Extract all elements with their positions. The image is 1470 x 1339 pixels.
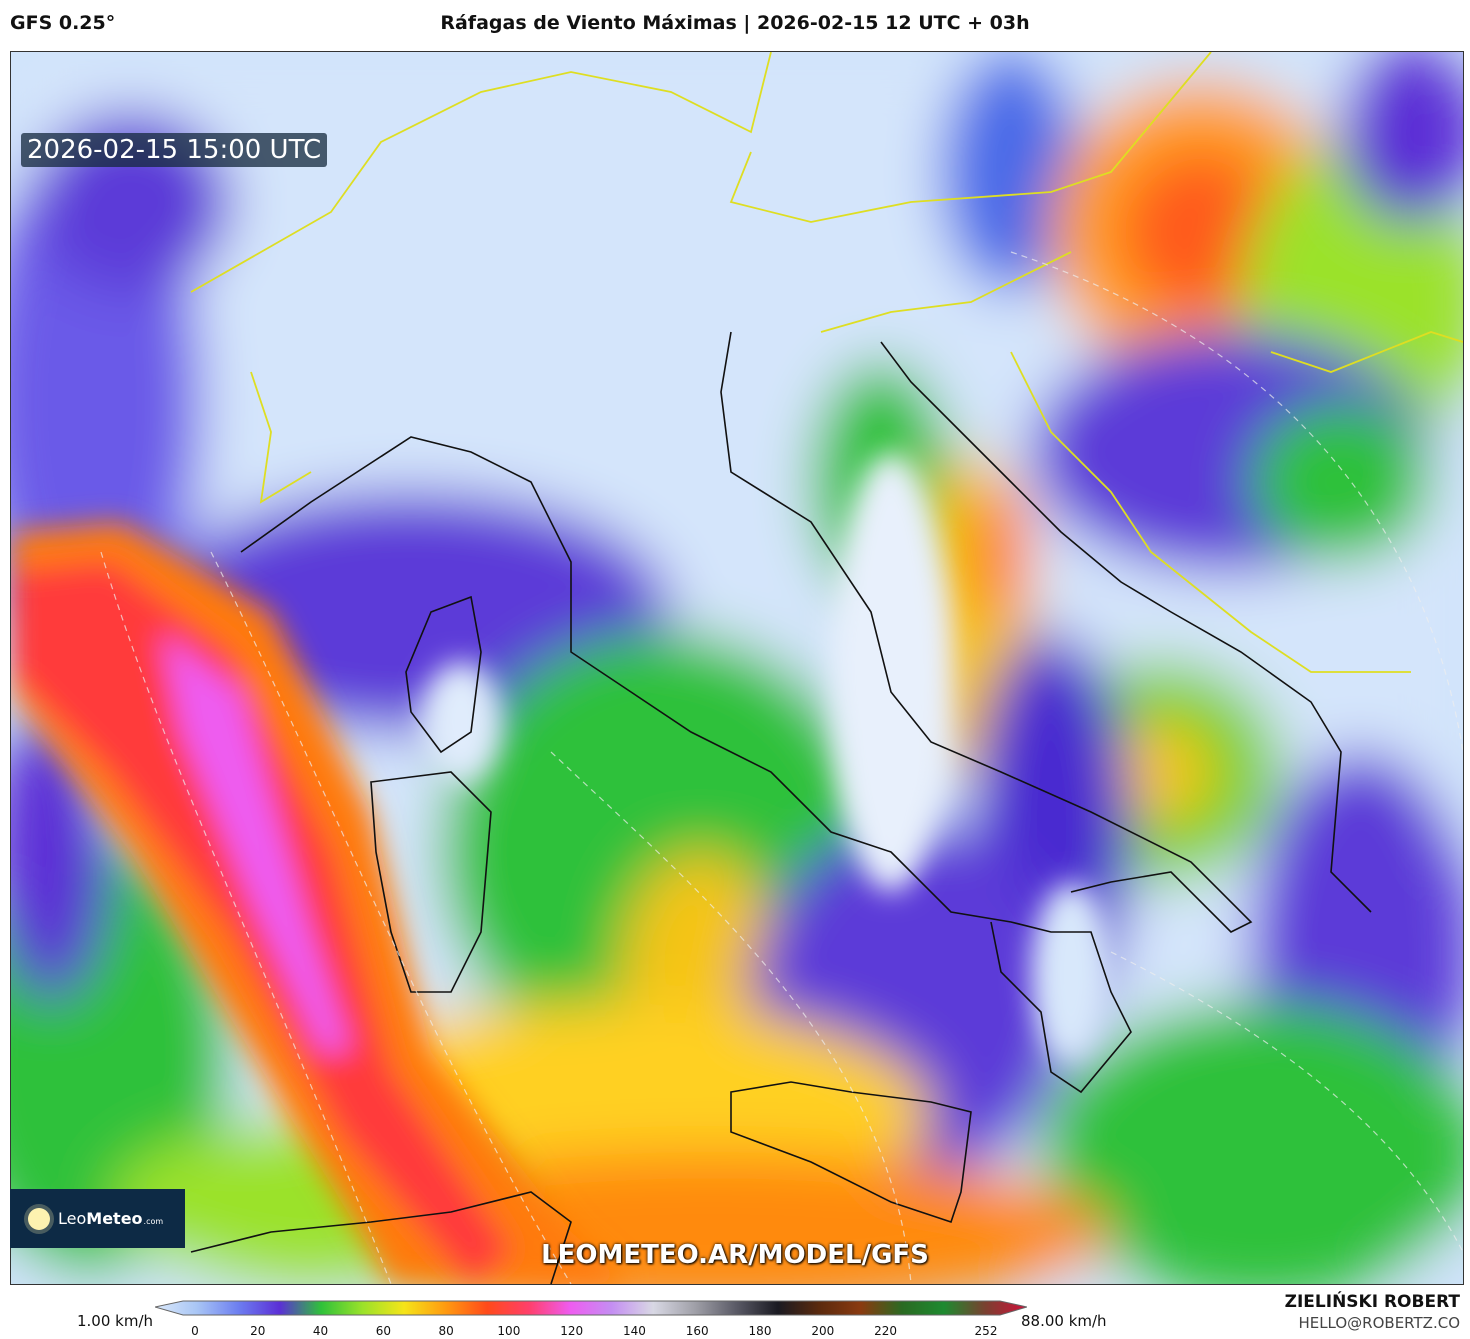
colorbar-tick: 60 [375,1324,391,1338]
logo-light: Leo [58,1209,87,1228]
colorbar-tick: 252 [974,1324,998,1338]
colorbar-bar [155,1300,1027,1316]
colorbar-tick: 80 [438,1324,454,1338]
watermark-url: LEOMETEO.AR/MODEL/GFS [541,1240,929,1270]
colorbar-max-label: 88.00 km/h [1021,1312,1107,1330]
logo-bold: Meteo [86,1209,143,1228]
colorbar-tick: 120 [560,1324,584,1338]
colorbar-min-label: 1.00 km/h [77,1312,154,1330]
colorbar-tick: 0 [191,1324,199,1338]
colorbar-tick: 100 [497,1324,521,1338]
country-borders [190,52,1463,673]
author-name: ZIELIŃSKI ROBERT [1284,1292,1460,1312]
wind-gust-map: 2026-02-15 15:00 UTC [10,51,1464,1285]
author-email[interactable]: HELLO@ROBERTZ.CO [1298,1314,1460,1332]
coastlines [190,331,1372,1284]
map-title: Ráfagas de Viento Máximas | 2026-02-15 1… [440,12,1030,34]
logo-suffix: .com [143,1217,164,1226]
colorbar-tick: 180 [748,1324,772,1338]
colorbar-tick: 140 [622,1324,646,1338]
colorbar-tick: 200 [811,1324,835,1338]
sun-icon [28,1207,50,1230]
colorbar-tick: 20 [250,1324,266,1338]
colorbar-tick: 160 [685,1324,709,1338]
model-label: GFS 0.25° [10,12,116,34]
leometeo-logo[interactable]: Leo Meteo .com [10,1189,185,1248]
colorbar-tick: 220 [874,1324,897,1338]
valid-time-label: 2026-02-15 15:00 UTC [21,133,328,167]
colorbar [155,1300,1027,1316]
map-field [11,52,1463,1284]
colorbar-tick: 40 [312,1324,329,1338]
isobars [100,251,1463,1284]
